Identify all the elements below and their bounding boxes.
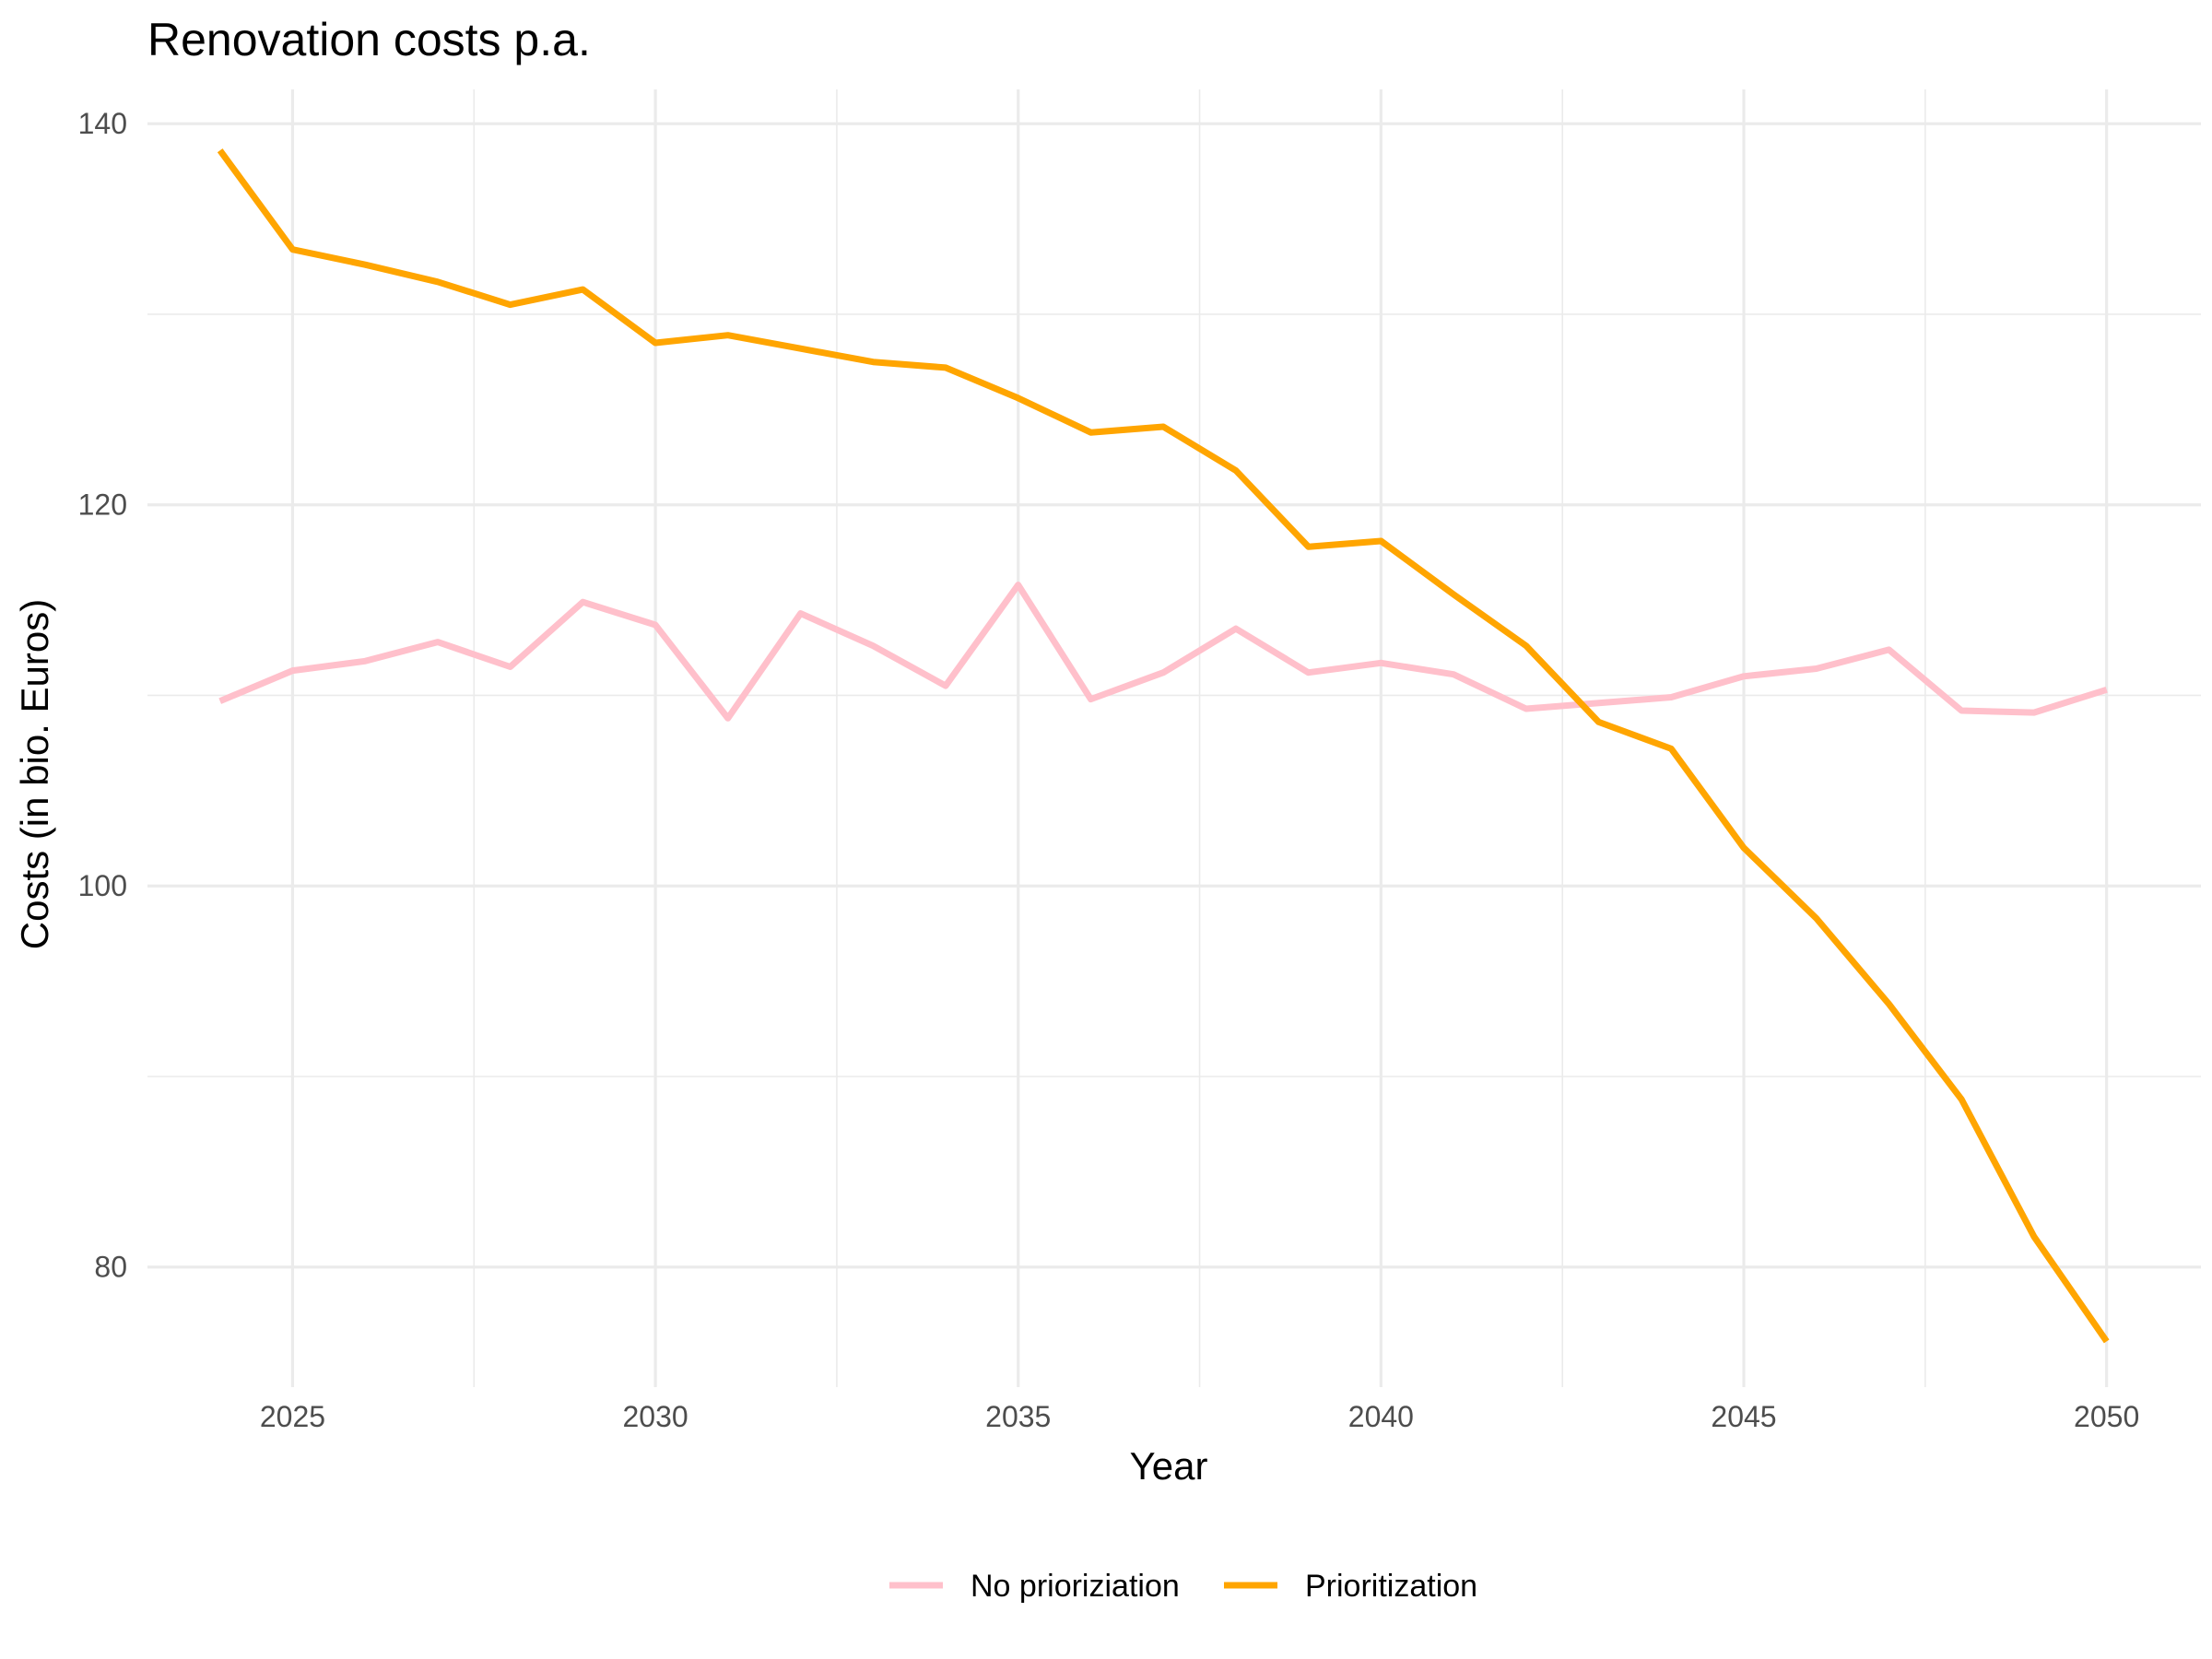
y-tick-label: 120 [78,488,127,522]
x-tick-label: 2045 [1711,1400,1776,1433]
series-line-2 [217,148,2110,1344]
tick-labels: 2025 2030 2035 2040 2045 2050 80 100 120 140 [78,107,2140,1433]
y-tick-label: 100 [78,869,127,902]
y-tick-label: 140 [78,107,127,140]
legend-label-1: No prioriziation [971,1569,1180,1604]
x-axis-title: Year [1130,1444,1208,1488]
y-tick-label: 80 [94,1251,127,1284]
series-line-1 [218,582,2108,722]
y-axis-title: Costs (in bio. Euros) [13,599,56,949]
x-tick-label: 2050 [2074,1400,2139,1433]
x-tick-label: 2035 [985,1400,1051,1433]
legend-label-2: Prioritization [1305,1569,1477,1604]
chart-title: Renovation costs p.a. [147,14,591,65]
series-layer [217,148,2110,1344]
x-tick-label: 2025 [260,1400,325,1433]
x-tick-label: 2040 [1348,1400,1414,1433]
x-tick-label: 2030 [623,1400,688,1433]
grid-layer [147,89,2201,1387]
legend: No prioriziation Prioritization [889,1569,1477,1604]
